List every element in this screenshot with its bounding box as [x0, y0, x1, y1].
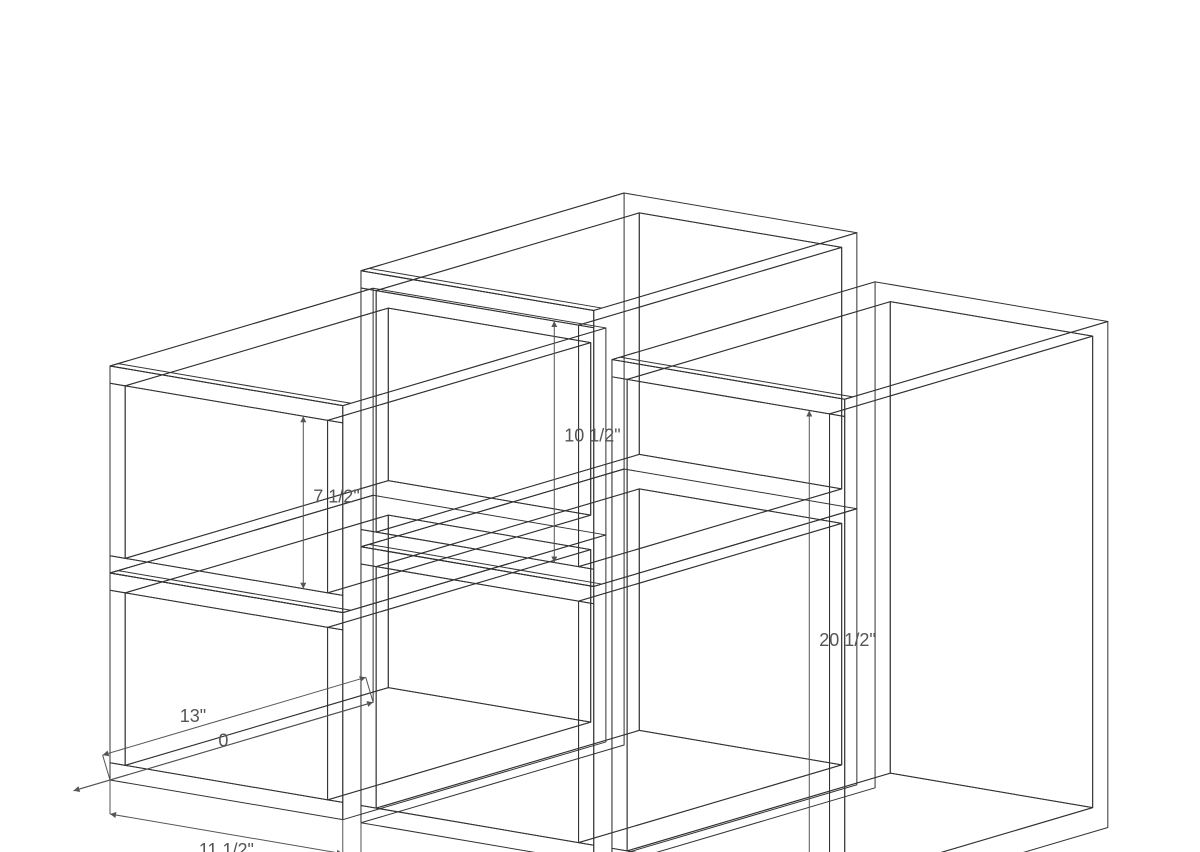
- module-left-bottom: [356, 655, 360, 659]
- dim-h-left-label: 7 1/2": [313, 486, 359, 506]
- undefined-label: 0: [218, 731, 228, 751]
- dim-depth-label: 13": [180, 706, 206, 726]
- module-mid-top: [607, 388, 611, 392]
- dim-h-mid-label: 10 1/2": [564, 426, 620, 446]
- module-left-top: [356, 448, 360, 452]
- module-mid-bottom: [607, 664, 611, 668]
- dim-h-right-label: 20 1/2": [819, 630, 875, 650]
- module-right: [858, 592, 862, 596]
- dim-width-1-label: 11 1/2": [199, 840, 254, 852]
